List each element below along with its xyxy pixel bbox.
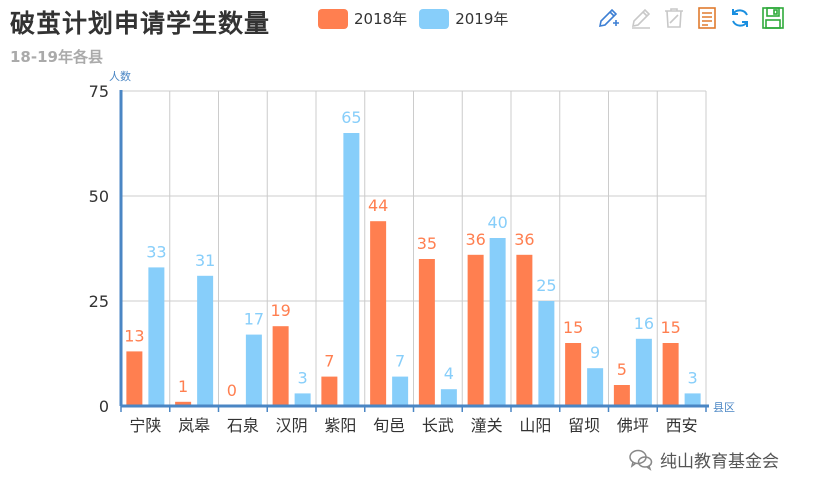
bar-value-label: 9 — [590, 343, 600, 362]
bar-value-label: 35 — [417, 234, 437, 253]
bar — [175, 401, 192, 406]
bar — [148, 267, 165, 406]
x-tick-label: 山阳 — [519, 416, 551, 435]
data-view-button[interactable] — [695, 6, 719, 30]
bar-value-label: 16 — [634, 314, 654, 333]
bar-value-label: 65 — [341, 108, 361, 127]
bar-value-label: 1 — [178, 377, 188, 396]
bar — [516, 254, 533, 406]
bar — [467, 254, 484, 406]
bar-value-label: 40 — [487, 213, 507, 232]
mark-undo-button[interactable] — [629, 6, 653, 30]
x-tick-label: 紫阳 — [324, 416, 356, 435]
mark-clear-button[interactable] — [662, 6, 686, 30]
bar-value-label: 44 — [368, 196, 388, 215]
mark-undo-icon — [631, 8, 651, 29]
bar — [343, 133, 360, 406]
x-tick-label: 佛坪 — [617, 416, 649, 435]
bar-value-label: 36 — [465, 230, 485, 249]
bar-value-label: 3 — [298, 368, 308, 387]
bar — [635, 338, 652, 406]
legend-label-2018: 2018年 — [354, 10, 408, 28]
chart-title: 破茧计划申请学生数量 — [10, 9, 271, 38]
bar-value-label: 5 — [617, 360, 627, 379]
save-image-button[interactable] — [761, 6, 785, 30]
bar — [684, 393, 701, 406]
bar — [294, 393, 311, 406]
legend-swatch-2018 — [318, 8, 348, 29]
legend-item-2019[interactable]: 2019年 — [419, 8, 508, 29]
restore-icon — [732, 9, 748, 27]
bar — [321, 376, 338, 406]
data-view-icon — [698, 7, 716, 29]
mark-icon — [598, 8, 619, 28]
bar — [587, 368, 604, 406]
mark-clear-icon — [665, 8, 683, 28]
x-axis-label: 县区 — [713, 401, 735, 414]
y-tick-label: 75 — [89, 82, 109, 101]
bar-value-label: 4 — [444, 364, 454, 383]
watermark: 纯山教育基金会 — [628, 446, 779, 472]
bar — [613, 385, 630, 406]
bar-value-label: 3 — [688, 368, 698, 387]
wechat-icon — [629, 449, 653, 471]
bar — [126, 351, 143, 406]
y-tick-label: 25 — [89, 292, 109, 311]
x-tick-label: 岚皋 — [178, 416, 210, 435]
bar — [538, 301, 555, 406]
x-tick-label: 宁陕 — [129, 416, 161, 435]
restore-button[interactable] — [728, 6, 752, 30]
bar — [565, 343, 582, 406]
chart-legend: 2018年 2019年 — [318, 8, 520, 29]
x-tick-label: 汉阴 — [276, 416, 308, 435]
y-tick-label: 0 — [99, 397, 109, 416]
bar-value-label: 7 — [324, 352, 334, 371]
y-tick-label: 50 — [89, 187, 109, 206]
bar-value-label: 36 — [514, 230, 534, 249]
bar — [418, 259, 435, 406]
bar — [370, 221, 387, 406]
legend-item-2018[interactable]: 2018年 — [318, 8, 407, 29]
save-image-icon — [762, 7, 784, 29]
bar-value-label: 15 — [563, 318, 583, 337]
bar-value-label: 19 — [270, 301, 290, 320]
bar — [489, 238, 506, 406]
bar-value-label: 15 — [660, 318, 680, 337]
bar-value-label: 31 — [195, 251, 215, 270]
bar — [440, 389, 457, 406]
x-tick-label: 旬邑 — [373, 416, 405, 435]
bar — [392, 376, 409, 406]
chart-toolbox — [596, 6, 794, 30]
watermark-text: 纯山教育基金会 — [660, 451, 779, 472]
bar-value-label: 33 — [146, 242, 166, 261]
y-axis-label: 人数 — [109, 70, 131, 83]
bar — [272, 326, 289, 406]
x-tick-label: 潼关 — [471, 416, 503, 435]
legend-swatch-2019 — [419, 8, 450, 29]
x-tick-label: 石泉 — [227, 416, 259, 435]
bar-value-label: 0 — [227, 381, 237, 400]
legend-label-2019: 2019年 — [455, 10, 509, 28]
bar — [197, 275, 214, 406]
x-tick-label: 西安 — [666, 416, 698, 435]
bar-value-label: 13 — [124, 326, 144, 345]
x-tick-label: 长武 — [422, 416, 454, 435]
chart-subtitle: 18-19年各县 — [10, 48, 103, 66]
bar-value-label: 25 — [536, 276, 556, 295]
bar-value-label: 7 — [395, 352, 405, 371]
bar — [245, 334, 262, 406]
bar — [662, 343, 679, 406]
mark-button[interactable] — [596, 6, 620, 30]
bar-value-label: 17 — [244, 310, 264, 329]
x-tick-label: 留坝 — [568, 416, 600, 435]
